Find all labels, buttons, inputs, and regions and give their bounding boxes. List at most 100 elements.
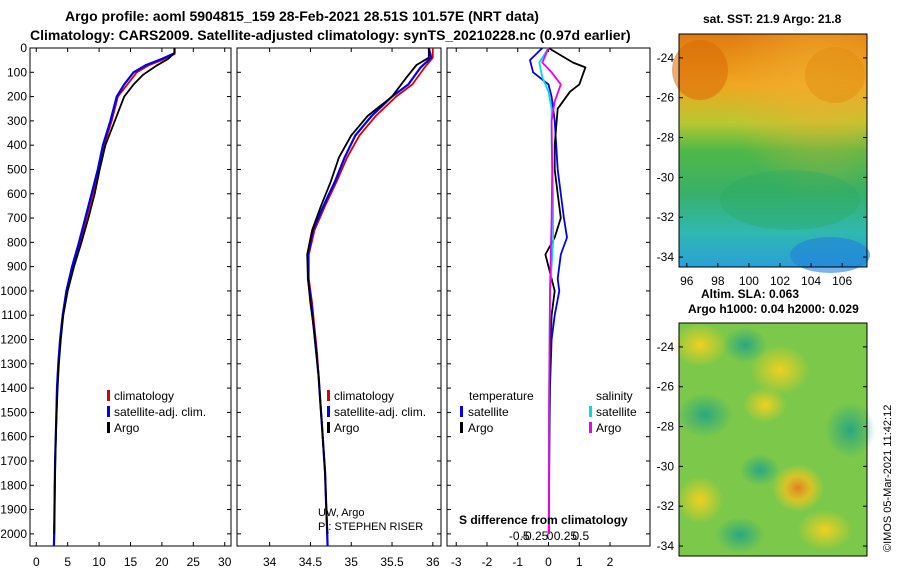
sla-low-patch <box>825 402 875 458</box>
sst-map-frame <box>678 33 868 268</box>
legend-label-sal-argo: Argo <box>596 421 622 435</box>
depth-tick-label: 800 <box>7 235 27 249</box>
sla-map-frame <box>678 322 868 557</box>
legend-label-temp-argo: Argo <box>468 421 494 435</box>
sla-low-patch <box>677 393 733 437</box>
x-tick-label: 35.5 <box>380 555 404 569</box>
salinity-panel-frame <box>236 47 442 547</box>
depth-tick-label: 1300 <box>0 357 27 371</box>
legend-swatch-climatology <box>327 390 330 401</box>
difference-series <box>529 47 587 534</box>
map-x-tick-label: 106 <box>832 274 852 288</box>
depth-axis: 0 100 200 300 400 500 600 700 800 900 1000 1100 1200… <box>0 41 650 541</box>
depth-tick-label: 1900 <box>0 503 27 517</box>
map-y-tick-label: -34 <box>657 539 675 553</box>
legend-title-salinity: salinity <box>596 389 633 403</box>
legend-label-argo: Argo <box>334 421 360 435</box>
map-y-tick-label: -32 <box>657 210 675 224</box>
legend-swatch-argo <box>107 422 110 433</box>
map-x-tick-label: 100 <box>739 274 759 288</box>
credit-line-1: UW, Argo <box>318 507 364 519</box>
difference-x-axis: -3 -2 -1 0 1 2 <box>451 48 614 569</box>
legend-label-climatology: climatology <box>114 389 174 403</box>
map-y-tick-label: -28 <box>657 131 675 145</box>
top-tick-label: -0.25 <box>521 529 549 543</box>
sla-high-patch <box>672 323 728 367</box>
sla-map-title-1: Altim. SLA: 0.063 <box>701 287 799 301</box>
x-tick-label: -1 <box>512 555 523 569</box>
temperature-x-axis: 0 5 10 15 20 25 30 <box>33 48 232 569</box>
header-line-1: Argo profile: aoml 5904815_159 28-Feb-20… <box>65 8 539 24</box>
sst-map-title: sat. SST: 21.9 Argo: 21.8 <box>703 12 842 26</box>
x-tick-label: 30 <box>218 555 232 569</box>
legend-title-temperature: temperature <box>469 389 534 403</box>
s-difference-axis-label: S difference from climatology <box>459 513 628 527</box>
depth-tick-label: 1100 <box>1 308 27 322</box>
salinity-x-axis: 34 34.5 35 35.5 36 <box>263 48 440 569</box>
sst-map-axes: -24 -26 -28 -30 -32 -34 96 98 100 102 104 106 <box>657 51 867 288</box>
map-y-tick-label: -30 <box>657 459 675 473</box>
sla-map <box>672 322 875 557</box>
sla-high-patch <box>797 510 853 550</box>
x-tick-label: 0 <box>33 555 40 569</box>
credit-line-2: PI: STEPHEN RISER <box>318 521 423 533</box>
legend-swatch-sal-satellite <box>589 406 592 417</box>
series-line-salinity-argo <box>541 47 562 534</box>
x-tick-label: 2 <box>607 555 614 569</box>
x-tick-label: -2 <box>482 555 493 569</box>
depth-tick-label: 2000 <box>0 527 27 541</box>
legend-swatch-satellite <box>107 406 110 417</box>
sst-map <box>672 33 870 273</box>
map-x-tick-label: 104 <box>801 274 821 288</box>
legend-label-sal-satellite: satellite <box>596 405 637 419</box>
x-tick-label: 0 <box>545 555 552 569</box>
map-y-tick-label: -24 <box>657 340 675 354</box>
map-y-tick-label: -32 <box>657 499 675 513</box>
x-tick-label: 36 <box>426 555 440 569</box>
sst-cold-patch <box>790 237 870 273</box>
map-y-tick-label: -28 <box>657 420 675 434</box>
map-y-tick-label: -34 <box>657 250 675 264</box>
sla-low-patch <box>715 517 765 553</box>
legend-swatch-sal-argo <box>589 422 592 433</box>
legend-label-argo: Argo <box>114 421 140 435</box>
header-line-2: Climatology: CARS2009. Satellite-adjuste… <box>30 27 631 43</box>
legend-swatch-satellite <box>327 406 330 417</box>
depth-tick-label: 600 <box>7 187 27 201</box>
x-tick-label: 1 <box>576 555 583 569</box>
x-tick-label: 20 <box>155 555 169 569</box>
x-tick-label: 34 <box>263 555 277 569</box>
legend-swatch-temp-satellite <box>460 406 463 417</box>
top-tick-label: -0.5 <box>509 529 530 543</box>
sst-cool-patch <box>720 170 860 230</box>
depth-tick-label: 700 <box>7 211 27 225</box>
x-tick-label: -3 <box>451 555 462 569</box>
legend-swatch-climatology <box>107 390 110 401</box>
depth-tick-label: 1000 <box>0 284 27 298</box>
depth-tick-label: 1500 <box>0 405 27 419</box>
sla-high-patch <box>743 387 787 423</box>
legend-swatch-temp-argo <box>460 422 463 433</box>
depth-tick-label: 1800 <box>0 478 27 492</box>
map-x-tick-label: 96 <box>680 274 694 288</box>
sla-map-axes: -24 -26 -28 -30 -32 -34 <box>657 340 867 553</box>
map-y-tick-label: -30 <box>657 170 675 184</box>
sla-map-title-2: Argo h1000: 0.04 h2000: 0.029 <box>688 302 859 316</box>
difference-top-axis: -0.5-0.250 0.250.5 <box>509 529 590 543</box>
series-line-argo <box>53 48 176 534</box>
depth-tick-label: 1200 <box>0 333 27 347</box>
difference-legend: temperature salinity satellite Argo sate… <box>459 389 637 527</box>
top-tick-label: 0.25 <box>554 529 578 543</box>
sst-hot-patch <box>672 40 728 100</box>
legend-swatch-argo <box>327 422 330 433</box>
legend-label-climatology: climatology <box>334 389 394 403</box>
x-tick-label: 15 <box>124 555 138 569</box>
sla-high-patch <box>750 345 810 395</box>
depth-tick-label: 1700 <box>0 454 27 468</box>
sla-peak-patch <box>772 464 824 512</box>
series-line-climatology <box>307 48 434 547</box>
map-y-tick-label: -24 <box>657 51 675 65</box>
depth-tick-label: 200 <box>7 90 27 104</box>
sla-low-patch <box>740 454 780 486</box>
